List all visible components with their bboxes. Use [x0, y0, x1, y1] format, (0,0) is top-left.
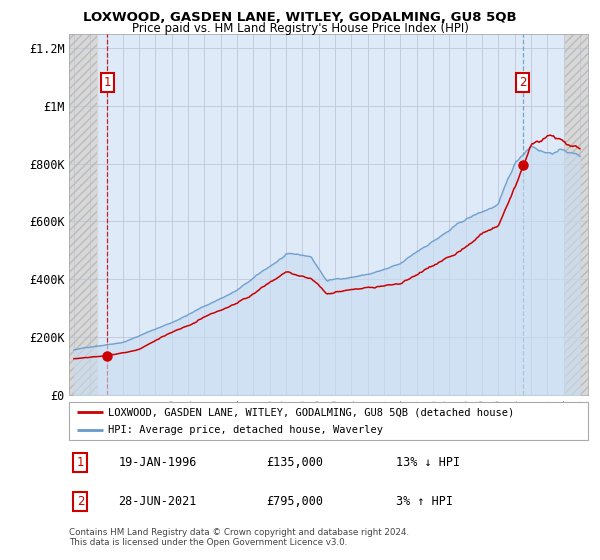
- Text: £135,000: £135,000: [266, 456, 323, 469]
- FancyBboxPatch shape: [69, 402, 588, 440]
- Text: Price paid vs. HM Land Registry's House Price Index (HPI): Price paid vs. HM Land Registry's House …: [131, 22, 469, 35]
- Text: 2: 2: [519, 76, 526, 89]
- Text: 1: 1: [77, 456, 84, 469]
- Text: LOXWOOD, GASDEN LANE, WITLEY, GODALMING, GU8 5QB (detached house): LOXWOOD, GASDEN LANE, WITLEY, GODALMING,…: [108, 407, 514, 417]
- Bar: [69, 34, 97, 395]
- Bar: [69, 34, 97, 395]
- Text: Contains HM Land Registry data © Crown copyright and database right 2024.
This d: Contains HM Land Registry data © Crown c…: [69, 528, 409, 547]
- Text: 2: 2: [77, 495, 84, 508]
- Text: LOXWOOD, GASDEN LANE, WITLEY, GODALMING, GU8 5QB: LOXWOOD, GASDEN LANE, WITLEY, GODALMING,…: [83, 11, 517, 24]
- Text: 3% ↑ HPI: 3% ↑ HPI: [396, 495, 453, 508]
- Text: £795,000: £795,000: [266, 495, 323, 508]
- Text: HPI: Average price, detached house, Waverley: HPI: Average price, detached house, Wave…: [108, 425, 383, 435]
- Text: 19-JAN-1996: 19-JAN-1996: [118, 456, 197, 469]
- Text: 28-JUN-2021: 28-JUN-2021: [118, 495, 197, 508]
- Bar: [565, 34, 588, 395]
- Text: 1: 1: [104, 76, 111, 89]
- Bar: [565, 34, 588, 395]
- Text: 13% ↓ HPI: 13% ↓ HPI: [396, 456, 460, 469]
